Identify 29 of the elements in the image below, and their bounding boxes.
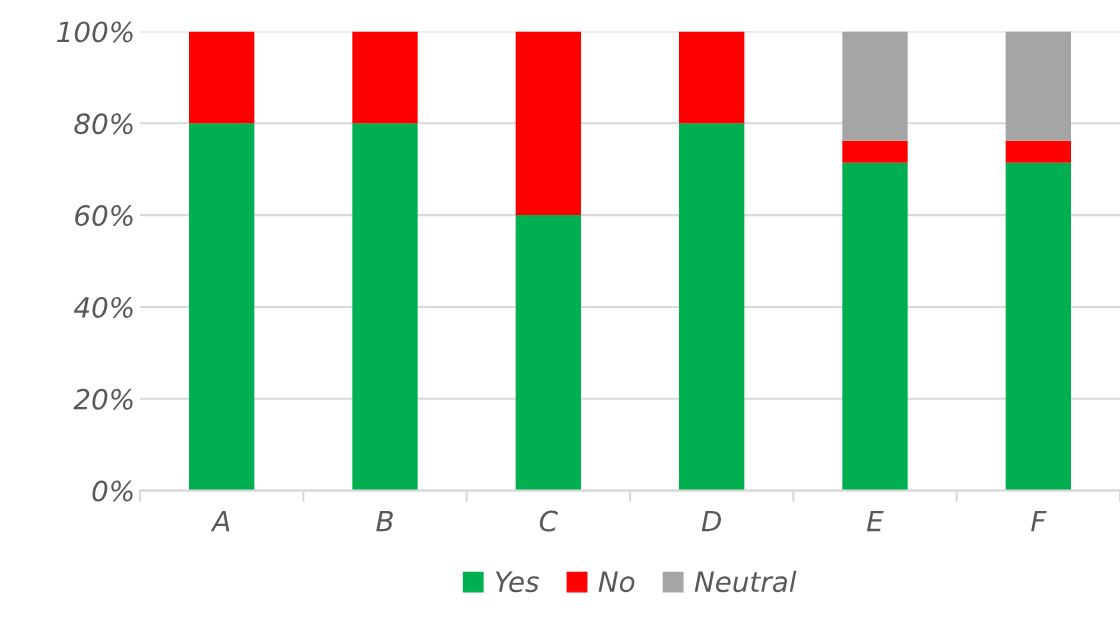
bar (679, 31, 745, 124)
y-tick-label: 80% (74, 113, 133, 135)
y-tick-label: 0% (92, 480, 133, 502)
legend-label: Neutral (694, 570, 797, 593)
x-tick-label: A (210, 510, 230, 532)
bar (842, 162, 908, 491)
x-tick-label: E (866, 510, 884, 532)
y-tick-label: 40% (73, 296, 133, 318)
bar (1005, 162, 1071, 491)
x-tick-label: B (376, 510, 393, 532)
y-tick-label: 60% (75, 205, 133, 227)
bar (842, 140, 908, 163)
x-tick-label: D (701, 510, 722, 532)
bar (515, 215, 581, 491)
legend-label: No (598, 571, 635, 593)
x-tick-label: F (1031, 510, 1047, 532)
y-tick-label: 20% (73, 388, 133, 410)
bar (189, 123, 255, 491)
bar (189, 31, 255, 124)
bar (679, 123, 745, 491)
bar (352, 31, 418, 124)
bar (515, 31, 581, 216)
y-tick-label: 100% (57, 21, 133, 43)
bar (1005, 140, 1071, 163)
bar (1005, 31, 1071, 141)
x-tick-label: C (539, 510, 558, 532)
bar (842, 31, 908, 141)
bar (352, 123, 418, 491)
legend-label: Yes (495, 571, 539, 593)
